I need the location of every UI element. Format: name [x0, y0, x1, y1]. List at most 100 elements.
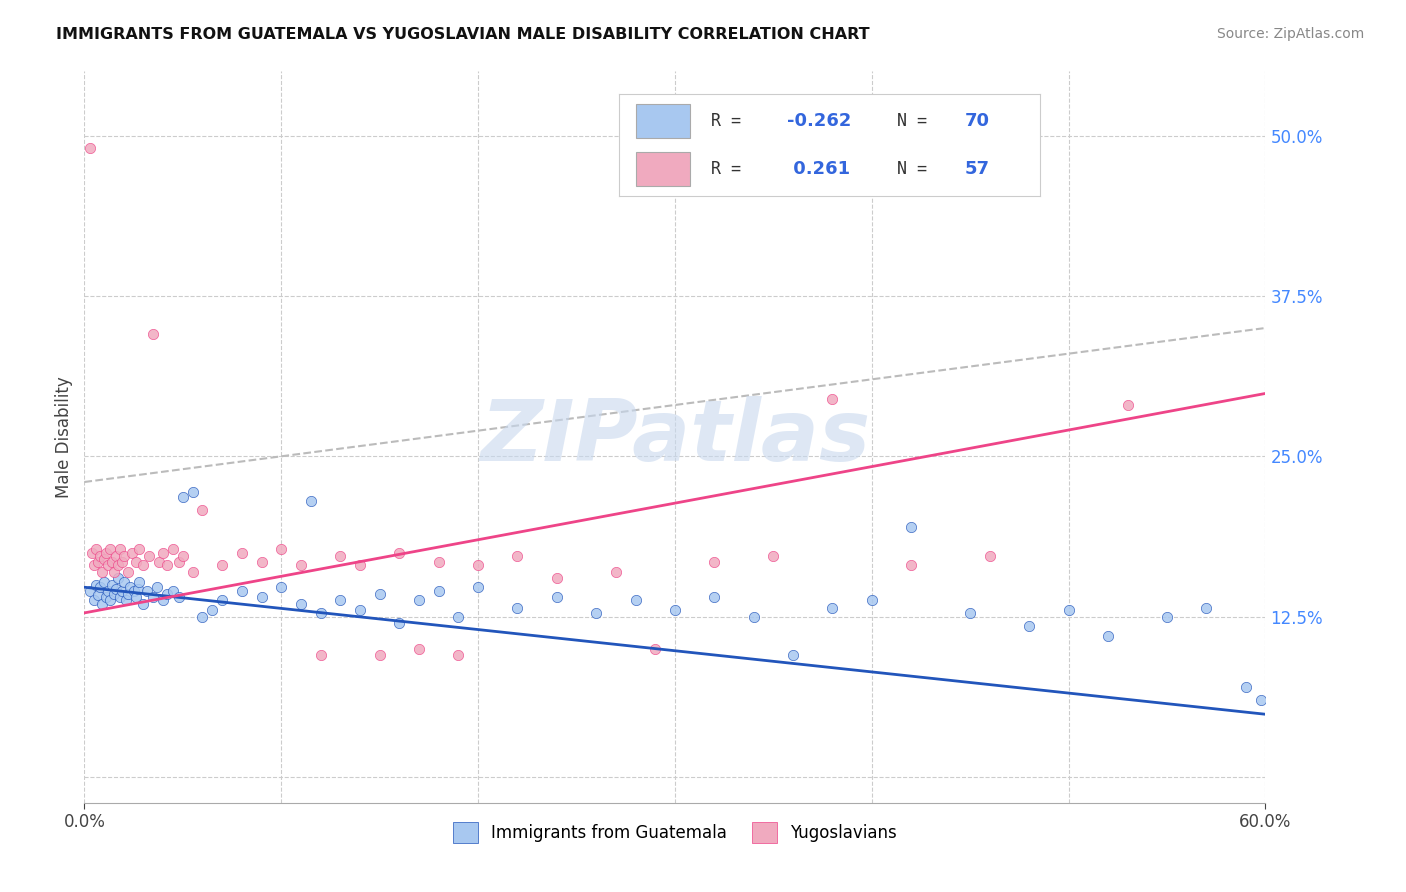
- Point: [107, 571, 129, 585]
- Point: [172, 491, 194, 505]
- Point: [329, 593, 352, 607]
- Point: [191, 503, 214, 517]
- Point: [585, 606, 607, 620]
- Point: [860, 593, 883, 607]
- Point: [959, 606, 981, 620]
- Point: [104, 582, 127, 596]
- Point: [79, 141, 101, 155]
- Point: [127, 582, 149, 596]
- Point: [231, 584, 253, 599]
- Point: [108, 591, 131, 605]
- Point: [900, 520, 922, 534]
- Point: [101, 555, 124, 569]
- FancyBboxPatch shape: [636, 104, 690, 137]
- Point: [98, 593, 121, 607]
- Text: R =: R =: [711, 160, 751, 178]
- Point: [128, 541, 150, 556]
- Point: [142, 327, 165, 342]
- Text: -0.262: -0.262: [787, 112, 852, 130]
- Y-axis label: Male Disability: Male Disability: [55, 376, 73, 498]
- Point: [79, 584, 101, 599]
- Point: [87, 588, 110, 602]
- Point: [118, 580, 141, 594]
- Point: [156, 587, 179, 601]
- Text: 70: 70: [965, 112, 990, 130]
- Point: [103, 587, 125, 601]
- Point: [117, 565, 139, 579]
- Text: ZIPatlas: ZIPatlas: [479, 395, 870, 479]
- Point: [388, 616, 411, 631]
- Point: [138, 549, 160, 564]
- Point: [408, 593, 430, 607]
- Point: [299, 494, 322, 508]
- Point: [329, 549, 352, 564]
- Point: [1018, 618, 1040, 632]
- Point: [98, 541, 121, 556]
- Point: [167, 591, 190, 605]
- Point: [388, 545, 411, 559]
- Point: [124, 591, 146, 605]
- Point: [546, 591, 568, 605]
- Point: [290, 558, 312, 573]
- Point: [742, 609, 765, 624]
- Point: [148, 555, 170, 569]
- Point: [111, 584, 134, 599]
- Point: [211, 593, 233, 607]
- Point: [91, 565, 114, 579]
- Point: [821, 392, 844, 406]
- Point: [83, 593, 105, 607]
- Point: [447, 648, 470, 663]
- Point: [93, 575, 115, 590]
- Point: [104, 549, 127, 564]
- Point: [368, 587, 391, 601]
- Point: [1116, 398, 1139, 412]
- Point: [1057, 603, 1080, 617]
- Point: [142, 591, 165, 605]
- Point: [101, 577, 124, 591]
- Point: [250, 555, 273, 569]
- Point: [664, 603, 686, 617]
- Point: [191, 609, 214, 624]
- Point: [112, 549, 135, 564]
- Point: [309, 606, 332, 620]
- Point: [211, 558, 233, 573]
- Point: [82, 545, 104, 559]
- Point: [94, 591, 117, 605]
- Point: [156, 558, 179, 573]
- Legend: Immigrants from Guatemala, Yugoslavians: Immigrants from Guatemala, Yugoslavians: [446, 815, 904, 849]
- Point: [270, 541, 292, 556]
- Point: [181, 565, 204, 579]
- Point: [821, 600, 844, 615]
- Point: [91, 597, 114, 611]
- Point: [112, 575, 135, 590]
- Point: [703, 591, 725, 605]
- Point: [97, 584, 120, 599]
- Point: [506, 600, 529, 615]
- Point: [349, 603, 371, 617]
- Point: [762, 549, 785, 564]
- Point: [121, 545, 143, 559]
- Point: [368, 648, 391, 663]
- Point: [427, 555, 450, 569]
- Point: [546, 571, 568, 585]
- Point: [87, 555, 110, 569]
- Point: [152, 545, 174, 559]
- Point: [290, 597, 312, 611]
- Text: N =: N =: [897, 112, 936, 130]
- Point: [1156, 609, 1178, 624]
- Point: [231, 545, 253, 559]
- Text: 0.261: 0.261: [787, 160, 851, 178]
- Point: [506, 549, 529, 564]
- Point: [128, 575, 150, 590]
- Point: [349, 558, 371, 573]
- Point: [172, 549, 194, 564]
- Point: [107, 558, 129, 573]
- Point: [136, 584, 159, 599]
- Point: [201, 603, 224, 617]
- Point: [427, 584, 450, 599]
- Text: N =: N =: [897, 160, 936, 178]
- Point: [93, 552, 115, 566]
- Point: [309, 648, 332, 663]
- Point: [162, 584, 184, 599]
- Point: [900, 558, 922, 573]
